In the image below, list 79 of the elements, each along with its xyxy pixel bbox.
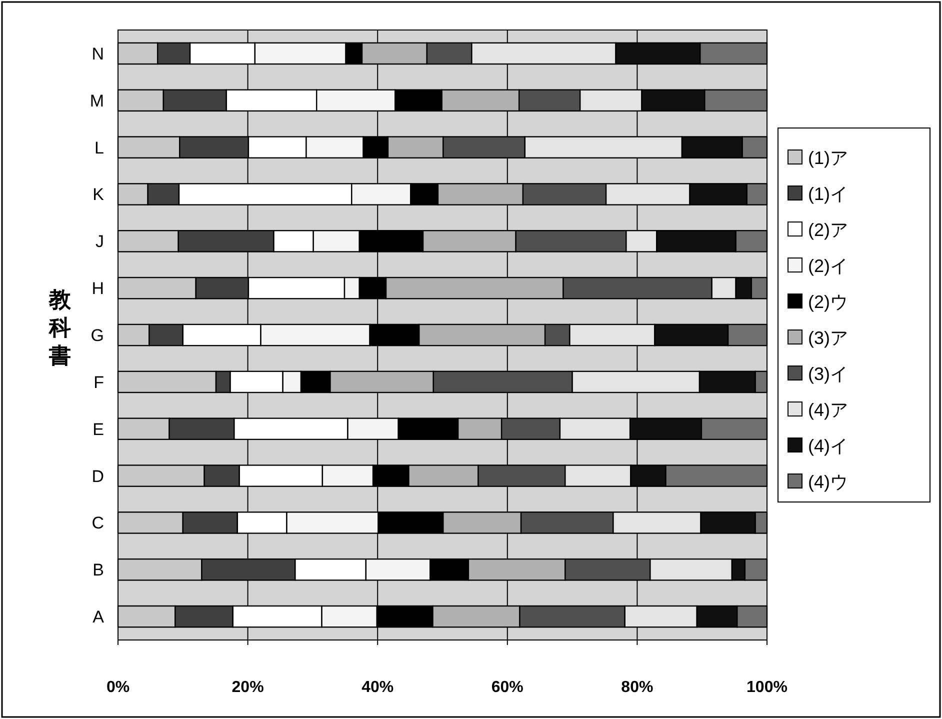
bar (700, 512, 756, 534)
legend-label: (3)ア (808, 328, 848, 348)
bar (518, 89, 581, 112)
bar (520, 512, 614, 534)
bar (430, 558, 470, 581)
legend-label: (4)イ (808, 436, 848, 456)
legend-label: (1)イ (808, 184, 848, 204)
bar (731, 558, 746, 581)
bar (306, 136, 364, 158)
legend-label: (4)ウ (808, 472, 848, 492)
bar (681, 136, 743, 158)
bar (282, 370, 302, 394)
bar (254, 42, 346, 65)
x-tick-label: 80% (621, 679, 654, 696)
bar (426, 42, 472, 65)
bar (322, 464, 374, 487)
bar (148, 324, 184, 346)
y-tick-label: E (92, 420, 104, 439)
bar (204, 464, 240, 487)
bar (321, 605, 378, 628)
x-tick-label: 60% (491, 679, 524, 696)
bar (294, 558, 367, 581)
y-tick-label: N (92, 44, 104, 64)
x-tick-label: 100% (746, 679, 788, 696)
bar (215, 370, 231, 394)
bar (387, 136, 444, 158)
y-tick-label: B (92, 560, 104, 580)
bar (156, 42, 191, 65)
bar (273, 230, 314, 252)
bar (182, 512, 238, 534)
bar (689, 183, 748, 206)
y-tick-label: M (90, 91, 104, 110)
y-tick-label: G (90, 326, 104, 345)
x-tick-label: 20% (232, 679, 264, 696)
bar (650, 558, 733, 581)
bar (515, 230, 627, 252)
legend-label: (4)ア (808, 400, 848, 420)
legend-label: (2)ア (808, 220, 848, 240)
bar (544, 324, 570, 346)
x-tick-label: 40% (362, 679, 394, 696)
y-axis-title: 教科書 (48, 287, 72, 368)
bar (398, 418, 459, 440)
bar (457, 418, 502, 440)
bar (654, 324, 729, 346)
bar (641, 89, 706, 112)
y-tick-label: J (96, 232, 104, 252)
bar (564, 464, 632, 487)
bar (698, 370, 756, 394)
bar (410, 183, 439, 206)
bar (408, 464, 479, 487)
legend-label: (2)イ (808, 256, 848, 276)
x-tick-label: 0% (106, 679, 130, 696)
y-tick-label: K (92, 185, 105, 204)
bar (260, 324, 370, 346)
bar (559, 418, 631, 440)
bar (168, 418, 235, 440)
bar (174, 605, 234, 628)
y-tick-label: D (92, 466, 104, 486)
bar (300, 370, 331, 394)
y-tick-label: F (94, 372, 104, 392)
legend-label: (3)イ (808, 364, 848, 384)
bar (522, 183, 607, 206)
bar (312, 230, 360, 252)
y-tick-label: H (92, 279, 104, 298)
bar (162, 89, 227, 112)
bar (345, 42, 363, 65)
legend-label: (2)ウ (808, 292, 848, 312)
bar (394, 89, 442, 112)
legend-label: (1)ア (808, 148, 848, 168)
bar (344, 276, 360, 300)
bar (147, 183, 180, 206)
bar (696, 605, 738, 628)
y-tick-label: L (94, 138, 104, 158)
bar (735, 276, 752, 300)
y-tick-label: C (92, 514, 104, 533)
y-tick-label: A (92, 608, 105, 627)
bar (656, 230, 736, 252)
bar (711, 276, 736, 300)
bar (519, 605, 626, 628)
